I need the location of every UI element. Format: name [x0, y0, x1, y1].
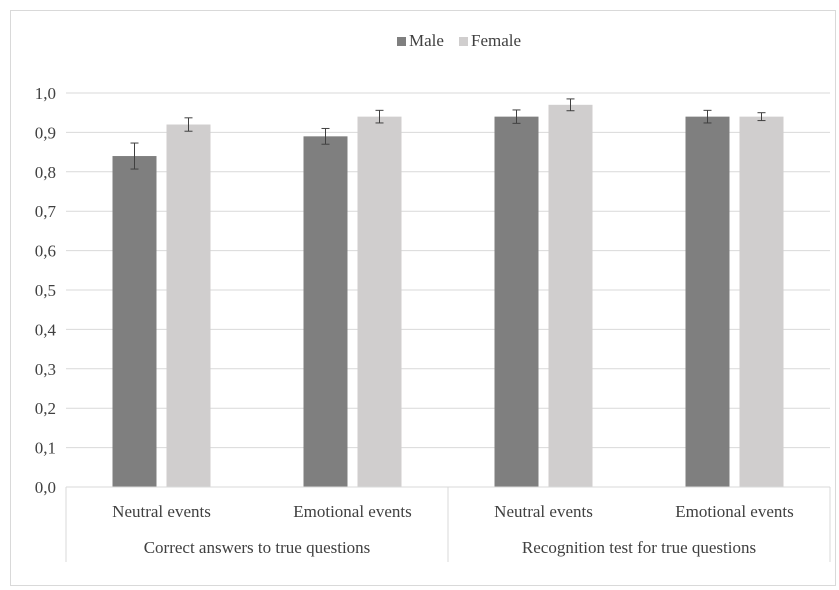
legend: Male Female: [397, 31, 521, 50]
chart-frame: [10, 10, 836, 586]
y-tick-label: 0,2: [35, 399, 56, 418]
y-tick-label: 0,1: [35, 439, 56, 458]
y-tick-label: 0,4: [35, 320, 57, 339]
group-label: Recognition test for true questions: [522, 538, 756, 557]
bar: [303, 136, 348, 487]
y-tick-label: 0,8: [35, 163, 56, 182]
y-tick-label: 0,7: [35, 202, 57, 221]
y-tick-label: 0,0: [35, 478, 56, 497]
legend-label: Male: [409, 31, 444, 50]
y-tick-label: 0,9: [35, 123, 56, 142]
y-tick-label: 0,6: [35, 242, 56, 261]
legend-label: Female: [471, 31, 521, 50]
bars: [112, 98, 784, 488]
y-tick-label: 0,5: [35, 281, 56, 300]
x-tick-label: Emotional events: [675, 502, 794, 521]
bar: [548, 104, 593, 487]
y-tick-label: 0,3: [35, 360, 56, 379]
x-tick-label: Neutral events: [112, 502, 211, 521]
y-tick-label: 1,0: [35, 84, 56, 103]
bar: [166, 124, 211, 488]
bar: [357, 116, 402, 487]
bar: [739, 116, 784, 487]
y-axis: 0,0 0,1 0,2 0,3 0,4 0,5 0,6 0,7 0,8 0,9 1,0: [35, 84, 57, 497]
bar: [494, 116, 539, 487]
x-tick-label: Emotional events: [293, 502, 412, 521]
bar: [685, 116, 730, 487]
group-label: Correct answers to true questions: [144, 538, 371, 557]
legend-swatch: [459, 37, 468, 46]
x-axis: Neutral events Emotional events Neutral ev…: [65, 486, 831, 562]
legend-swatch: [397, 37, 406, 46]
x-tick-label: Neutral events: [494, 502, 593, 521]
bar: [112, 156, 157, 488]
